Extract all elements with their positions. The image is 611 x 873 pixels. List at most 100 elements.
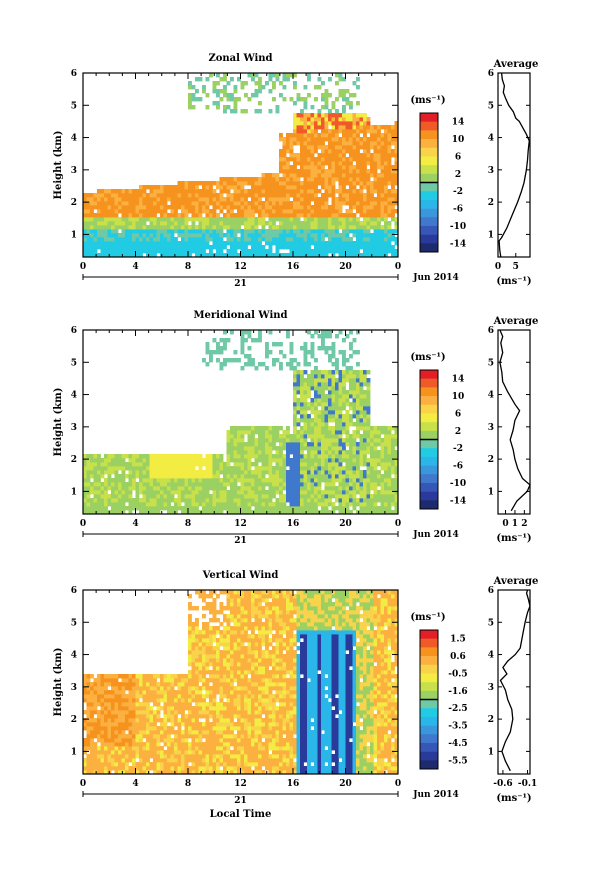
heatmap-cell (125, 758, 129, 763)
heatmap-cell (128, 454, 133, 459)
heatmap-cell (335, 402, 339, 407)
heatmap-cell (121, 221, 126, 226)
heatmap-cell (86, 221, 91, 226)
heatmap-cell (261, 450, 266, 455)
heatmap-cell (142, 249, 147, 254)
heatmap-cell (293, 482, 297, 487)
heatmap-cell (86, 498, 91, 503)
heatmap-cell (342, 378, 346, 383)
heatmap-cell (195, 482, 199, 487)
heatmap-cell (303, 169, 308, 174)
heatmap-cell (272, 185, 276, 190)
heatmap-cell (135, 193, 140, 198)
heatmap-cell (286, 362, 290, 367)
heatmap-cell (226, 478, 231, 483)
heatmap-cell (384, 434, 388, 439)
heatmap-cell (121, 233, 126, 238)
heatmap-cell (338, 446, 343, 451)
heatmap-cell (90, 197, 94, 202)
heatmap-cell (170, 474, 175, 479)
heatmap-cell (296, 245, 301, 250)
heatmap-cell (303, 153, 308, 158)
heatmap-cell (296, 129, 301, 134)
heatmap-cell (279, 490, 283, 495)
heatmap-cell (307, 498, 311, 503)
heatmap-cell (209, 209, 213, 214)
heatmap-cell (359, 185, 364, 190)
heatmap-cell (307, 73, 311, 78)
heatmap-cell (202, 253, 206, 258)
heatmap-cell (345, 241, 350, 246)
heatmap-cell (275, 486, 280, 491)
heatmap-cell (153, 225, 157, 230)
heatmap-cell (384, 169, 388, 174)
heatmap-cell (356, 85, 360, 90)
heatmap-cell (83, 726, 87, 731)
heatmap-cell (104, 466, 108, 471)
colorbar-segment (420, 191, 438, 201)
heatmap-cell (202, 241, 206, 246)
heatmap-cell (366, 221, 371, 226)
heatmap-cell (205, 350, 210, 355)
heatmap-cell (307, 394, 311, 399)
heatmap-cell (387, 446, 392, 451)
heatmap-cell (366, 209, 371, 214)
heatmap-cell (296, 402, 301, 407)
heatmap-cell (146, 478, 150, 483)
heatmap-cell (198, 233, 203, 238)
colorbar-segment (420, 165, 438, 175)
heatmap-cell (153, 458, 157, 463)
heatmap-cell (272, 81, 276, 86)
heatmap-cell (240, 253, 245, 258)
heatmap-cell (104, 750, 108, 755)
heatmap-cell (373, 229, 378, 234)
heatmap-cell (370, 209, 374, 214)
heatmap-cell (160, 458, 164, 463)
heatmap-cell (303, 482, 308, 487)
heatmap-cell (373, 169, 378, 174)
heatmap-cell (384, 458, 388, 463)
heatmap-cell (128, 245, 133, 250)
heatmap-cell (139, 502, 143, 507)
heatmap-cell (163, 486, 168, 491)
heatmap-cell (296, 97, 301, 102)
heatmap-cell (314, 165, 318, 170)
heatmap-cell (90, 686, 94, 691)
heatmap-cell (356, 225, 360, 230)
heatmap-cell (139, 201, 143, 206)
heatmap-cell (345, 141, 350, 146)
heatmap-cell (121, 490, 126, 495)
heatmap-cell (174, 458, 178, 463)
heatmap-cell (132, 205, 136, 210)
heatmap-cell (349, 213, 353, 218)
heatmap-cell (226, 185, 231, 190)
heatmap-cell (111, 221, 115, 226)
heatmap-cell (359, 474, 364, 479)
heatmap-cell (275, 506, 280, 511)
heatmap-cell (191, 490, 196, 495)
heatmap-cell (279, 201, 283, 206)
heatmap-cell (286, 474, 290, 479)
heatmap-cell (258, 334, 262, 339)
heatmap-cell (349, 382, 353, 387)
heatmap-cell (293, 233, 297, 238)
heatmap-cell (265, 442, 269, 447)
heatmap-cell (391, 181, 395, 186)
heatmap-cell (184, 233, 189, 238)
heatmap-cell (307, 233, 311, 238)
heatmap-cell (184, 209, 189, 214)
heatmap-cell (100, 746, 105, 751)
heatmap-cell (226, 105, 231, 110)
heatmap-cell (342, 201, 346, 206)
heatmap-cell (345, 494, 350, 499)
heatmap-cell (356, 177, 360, 182)
heatmap-cell (216, 458, 220, 463)
heatmap-cell (233, 201, 238, 206)
heatmap-cell (177, 241, 182, 246)
heatmap-cell (188, 502, 192, 507)
heatmap-cell (100, 490, 105, 495)
average-y-tick-label: 5 (488, 101, 494, 111)
heatmap-cell (282, 237, 287, 242)
heatmap-cell (209, 502, 213, 507)
heatmap-cell (195, 233, 199, 238)
